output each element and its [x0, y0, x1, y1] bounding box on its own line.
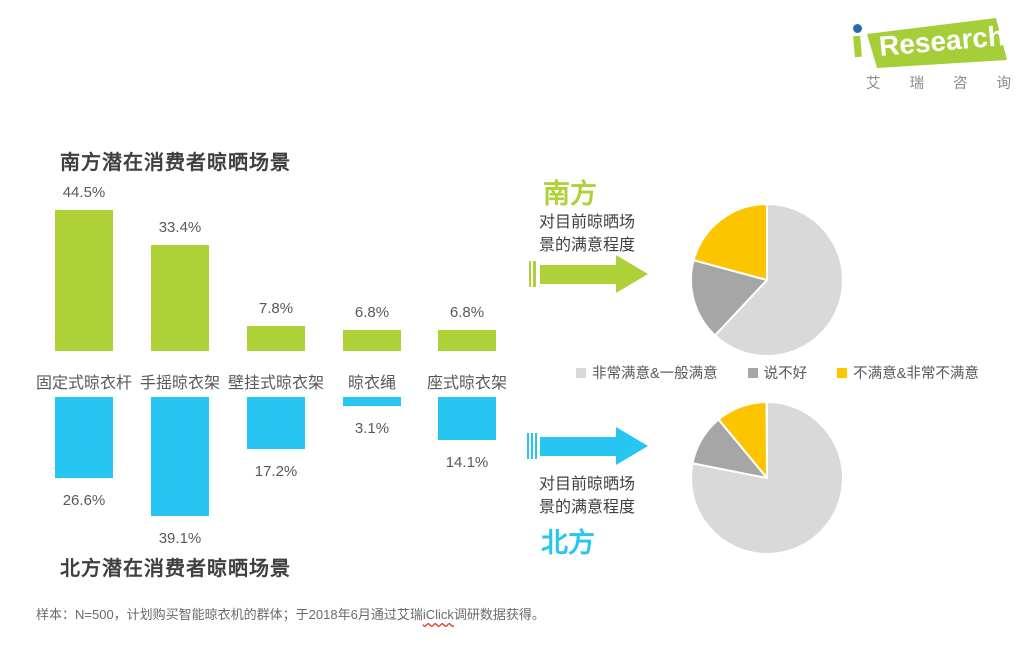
- north-bar-value: 3.1%: [354, 420, 390, 437]
- north-bar-value: 26.6%: [62, 492, 106, 509]
- logo-i-stem: [853, 35, 862, 58]
- sample-footnote: 样本：N=500，计划购买智能晾衣机的群体；于2018年6月通过艾瑞iClick…: [36, 604, 545, 623]
- category-label: 座式晾衣架: [426, 375, 507, 392]
- north-bar: [151, 397, 209, 516]
- south-pie-chart: [690, 203, 844, 357]
- south-bar-value: 7.8%: [258, 300, 294, 317]
- footnote-text: 调研数据获得。: [453, 607, 545, 622]
- south-region-label: 南方: [543, 179, 597, 209]
- legend-label: 不满意&非常不满意: [853, 366, 979, 382]
- north-bar: [343, 397, 401, 406]
- north-bar: [438, 397, 496, 440]
- south-arrow-head: [616, 255, 648, 293]
- north-arrow-head: [616, 427, 648, 465]
- legend-item-satisfied: 非常满意&一般满意: [576, 362, 718, 383]
- legend-label: 非常满意&一般满意: [592, 366, 718, 382]
- legend-label: 说不好: [763, 366, 808, 382]
- legend-item-unsatisfied: 不满意&非常不满意: [837, 362, 979, 383]
- category-label: 晾衣绳: [347, 375, 396, 392]
- category-label: 固定式晾衣杆: [35, 375, 132, 392]
- south-arrow-stripe: [529, 261, 531, 287]
- south-caption: 对目前晾晒场景的满意程度: [539, 214, 636, 254]
- footnote-iclick: iClick: [422, 607, 454, 622]
- logo-tagline: 艾瑞咨询: [866, 76, 1028, 92]
- south-bar: [247, 326, 305, 351]
- pie-slice-不满意&非常不满意: [717, 401, 768, 479]
- legend-swatch-light-gray: [576, 367, 586, 378]
- north-arrow-stripe: [531, 433, 533, 459]
- south-bar-value: 6.8%: [354, 304, 390, 321]
- south-bar: [438, 330, 496, 351]
- category-label: 手摇晾衣架: [139, 375, 220, 392]
- north-caption: 对目前晾晒场景的满意程度: [539, 476, 636, 516]
- south-bar: [151, 245, 209, 351]
- north-bar-value: 14.1%: [445, 454, 489, 471]
- legend-swatch-yellow: [837, 367, 848, 378]
- north-region-label: 北方: [541, 528, 595, 558]
- south-arrow-stripe: [533, 261, 536, 287]
- south-bar-value: 6.8%: [449, 304, 485, 321]
- south-bar: [343, 330, 401, 351]
- north-bar: [247, 397, 305, 449]
- south-bar-value: 33.4%: [158, 219, 202, 236]
- pie-slice-不满意&非常不满意: [692, 203, 768, 281]
- south-arrow-body: [540, 265, 616, 284]
- iresearch-logo: Research: [853, 18, 1007, 68]
- legend-item-neutral: 说不好: [747, 362, 808, 383]
- north-pie-chart: [690, 401, 844, 555]
- logo-banner-shape: [867, 18, 1007, 68]
- north-arrow-stripe: [527, 433, 529, 459]
- pie-legend: 非常满意&一般满意 说不好 不满意&非常不满意: [576, 362, 979, 383]
- north-chart-title: 北方潜在消费者晾晒场景: [60, 558, 291, 580]
- pie-slice-说不好: [690, 259, 768, 337]
- footnote-text: 样本：N=500，计划购买智能晾衣机的群体；于2018年6月通过艾瑞: [36, 607, 423, 622]
- pie-slice-非常满意&一般满意: [713, 203, 844, 357]
- north-bar: [55, 397, 113, 478]
- north-bar-value: 39.1%: [158, 530, 202, 547]
- logo-i-dot: [853, 24, 862, 33]
- south-chart-title: 南方潜在消费者晾晒场景: [60, 152, 291, 174]
- north-bar-value: 17.2%: [254, 463, 298, 480]
- category-label: 壁挂式晾衣架: [227, 375, 324, 392]
- pie-slice-非常满意&一般满意: [690, 401, 844, 555]
- south-bar-value: 44.5%: [62, 184, 106, 201]
- north-arrow-stripe: [535, 433, 537, 459]
- north-arrow-body: [540, 437, 616, 456]
- legend-swatch-dark-gray: [747, 367, 758, 378]
- south-bar: [55, 210, 113, 351]
